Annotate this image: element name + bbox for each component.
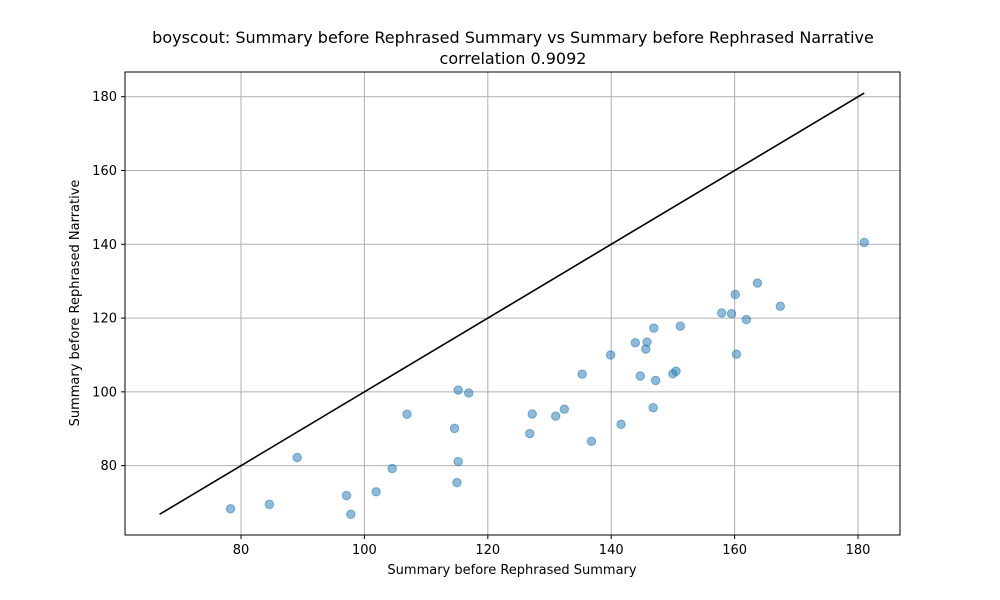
data-point <box>726 308 737 319</box>
x-axis-ticks: 80 100 120 140 160 180 <box>233 535 871 558</box>
data-point <box>527 409 537 419</box>
data-point <box>730 289 740 300</box>
x-tick-label: 120 <box>475 543 500 558</box>
data-point <box>605 350 616 360</box>
x-tick-label: 140 <box>599 543 624 558</box>
data-point <box>586 436 597 446</box>
data-point <box>559 404 570 414</box>
data-point <box>292 452 302 463</box>
data-point <box>577 369 587 379</box>
data-point <box>402 409 412 420</box>
y-tick-label: 100 <box>92 385 117 400</box>
data-point <box>775 301 785 311</box>
data-point <box>452 477 462 488</box>
data-point <box>264 499 275 510</box>
data-point <box>453 385 463 395</box>
data-point <box>649 323 659 333</box>
x-tick-label: 100 <box>352 543 377 558</box>
data-point <box>630 338 640 348</box>
data-point <box>346 509 356 520</box>
data-point <box>616 419 626 430</box>
data-point <box>648 403 658 413</box>
data-point <box>650 375 661 386</box>
reference-line <box>159 92 865 516</box>
data-point <box>716 308 727 318</box>
data-point <box>225 504 236 514</box>
data-point <box>387 463 397 474</box>
data-point <box>449 423 460 434</box>
y-tick-label: 160 <box>92 164 117 179</box>
x-tick-label: 180 <box>846 543 871 558</box>
chart-title: boyscout: Summary before Rephrased Summa… <box>152 28 874 47</box>
data-point <box>550 411 561 421</box>
data-point <box>675 321 686 331</box>
data-point <box>371 487 381 497</box>
y-axis-ticks: 80 100 120 140 160 180 <box>92 90 125 474</box>
x-tick-label: 160 <box>722 543 747 558</box>
x-tick-label: 80 <box>233 543 250 558</box>
data-point <box>341 490 352 501</box>
x-axis-label: Summary before Rephrased Summary <box>387 563 636 578</box>
data-point <box>731 349 742 359</box>
data-point <box>453 456 463 467</box>
y-tick-label: 120 <box>92 312 117 327</box>
y-tick-label: 180 <box>92 90 117 105</box>
y-tick-label: 140 <box>92 238 117 253</box>
data-point <box>671 366 681 376</box>
data-point <box>635 371 645 381</box>
chart-subtitle: correlation 0.9092 <box>440 49 587 68</box>
y-axis-label: Summary before Rephrased Narrative <box>68 180 83 427</box>
data-point <box>752 278 763 288</box>
data-point <box>525 428 535 439</box>
data-point <box>859 237 869 248</box>
data-point <box>642 337 652 347</box>
grid-lines <box>125 72 900 535</box>
data-points <box>225 237 869 520</box>
plot-frame <box>124 71 901 536</box>
y-tick-label: 80 <box>100 459 117 474</box>
data-point <box>741 314 752 325</box>
data-point <box>463 388 474 398</box>
reference-line-layer <box>159 92 865 516</box>
